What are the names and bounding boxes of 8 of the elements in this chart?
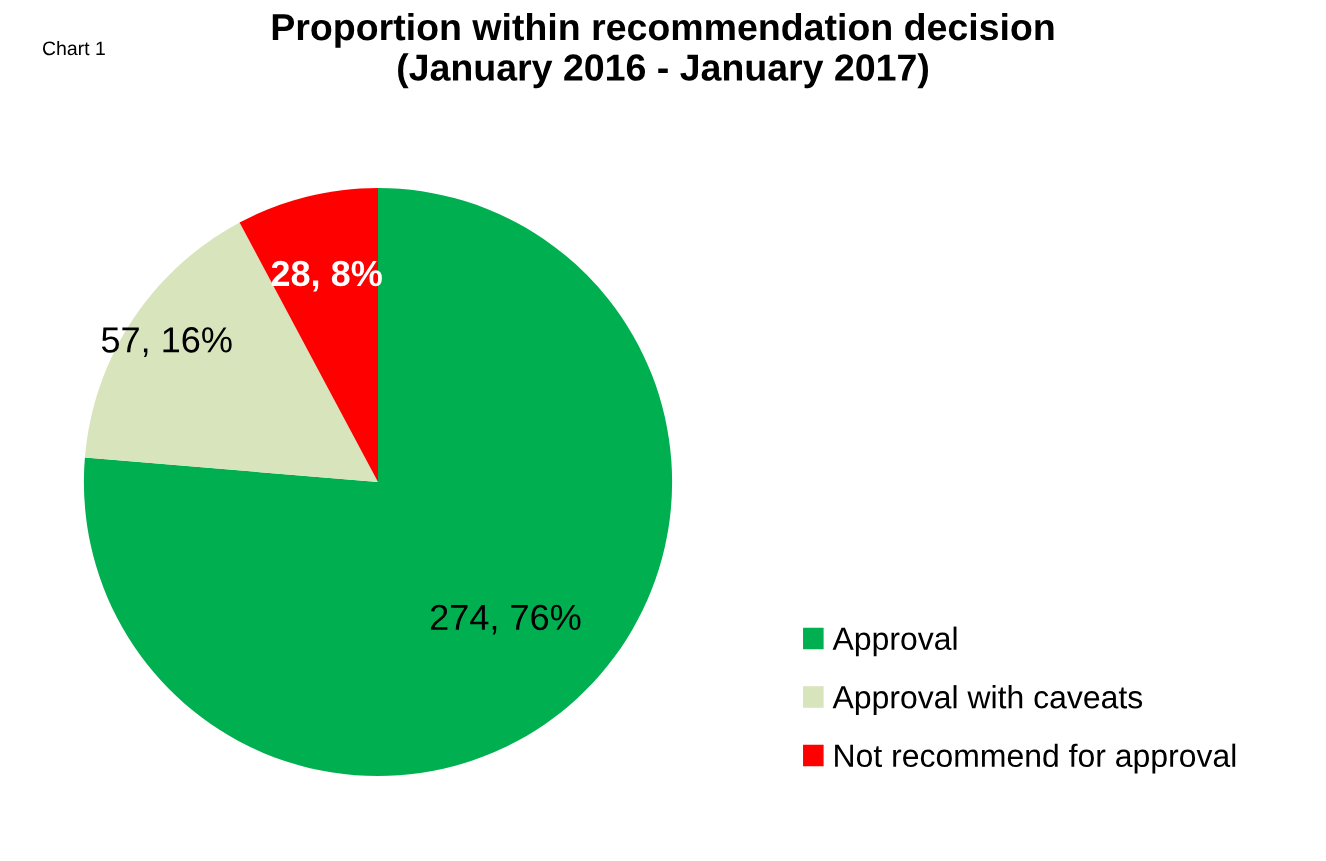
caption: Chart 1	[42, 40, 105, 56]
legend-label: Not recommend for approval	[835, 743, 1236, 774]
legend-label: Approval	[832, 626, 957, 657]
data-label: 274, 76%	[430, 604, 581, 635]
legend-label: Approval with caveats	[832, 685, 1143, 715]
pie-slice	[83, 187, 673, 777]
chart-title: Proportion within recommendation decision (January 2016 - January 2017)	[272, 12, 1054, 89]
data-label: 57, 16%	[101, 327, 232, 357]
